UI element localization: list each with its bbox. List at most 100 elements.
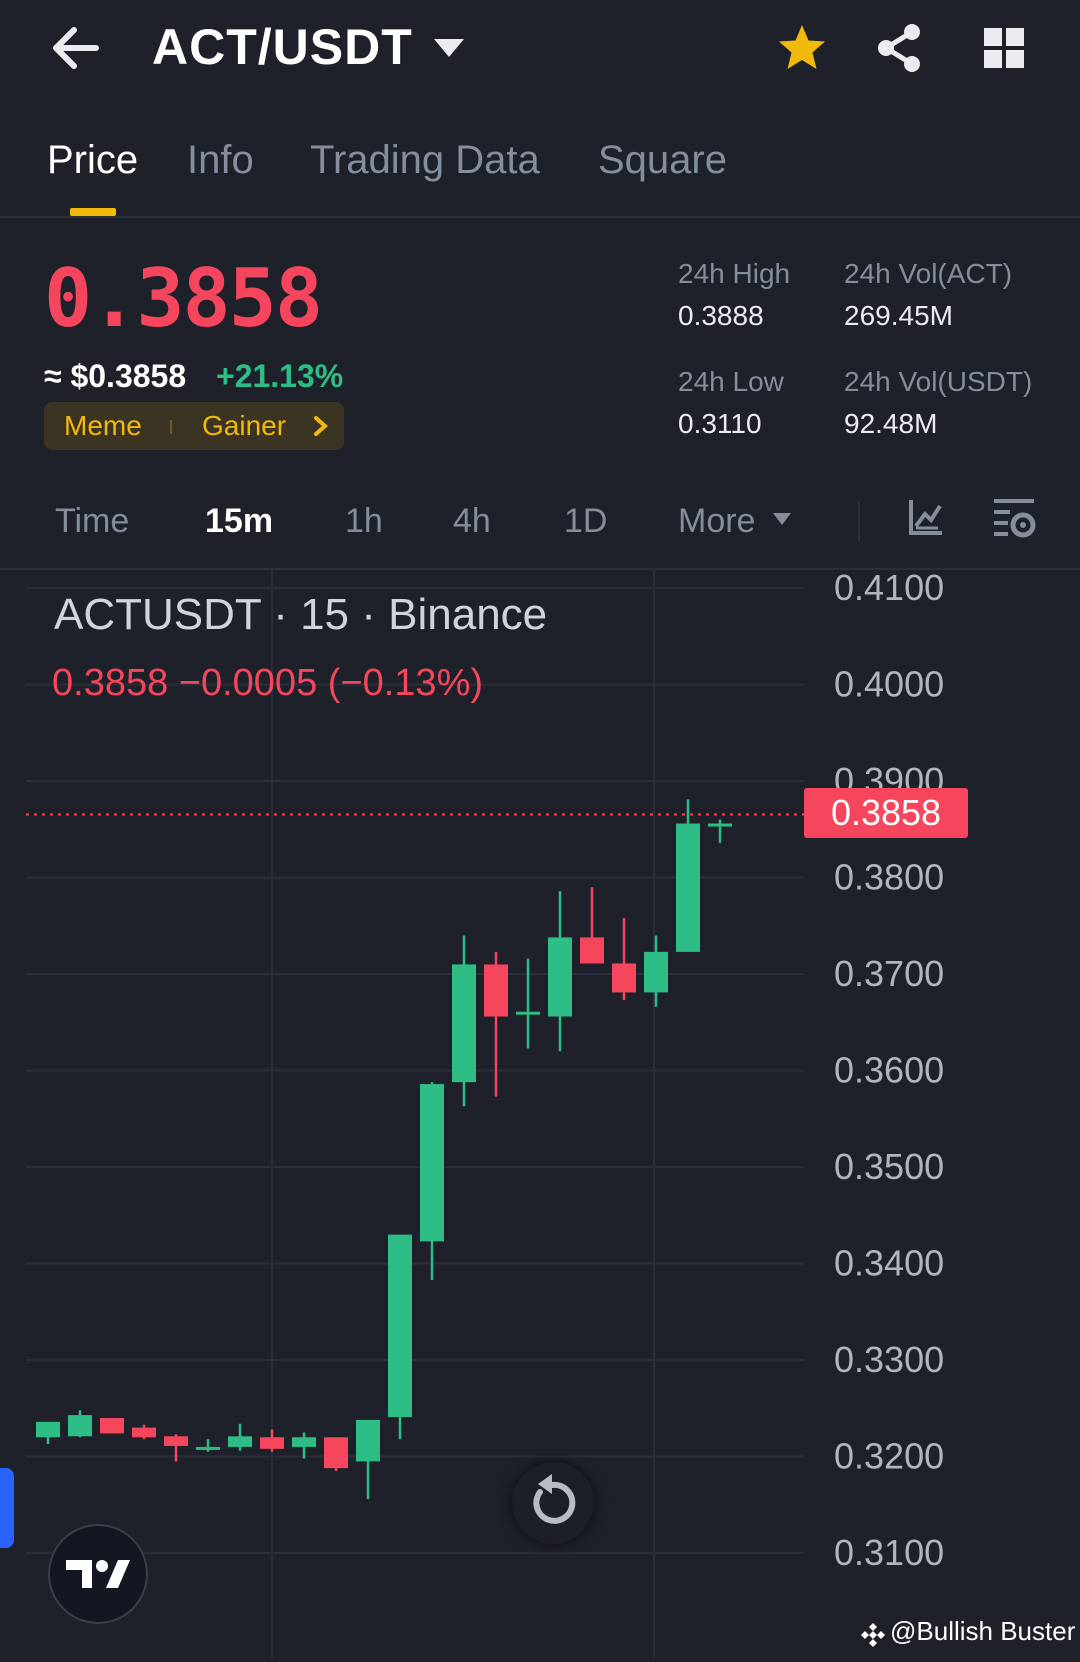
back-arrow-icon[interactable] (48, 22, 104, 74)
candle[interactable] (164, 1434, 188, 1462)
candle-body (612, 963, 636, 993)
stat-24h-vol-act-value: 269.45M (844, 300, 953, 331)
tab-trading-data[interactable]: Trading Data (310, 138, 540, 182)
candle-body (388, 1234, 412, 1418)
candle-body (36, 1421, 60, 1438)
candlestick-chart[interactable]: 0.4100 0.4000 0.3900 0.3800 0.3700 0.3600 0.35… (0, 567, 1080, 1658)
active-tab-indicator (70, 208, 116, 216)
tradingview-logo-icon (66, 1560, 130, 1588)
candle-body (356, 1419, 380, 1462)
stat-24h-low-value: 0.3110 (678, 408, 762, 439)
candle[interactable] (420, 1082, 444, 1280)
indicator-icon[interactable] (908, 498, 944, 536)
tags-chip[interactable]: Meme Gainer (44, 402, 344, 450)
candle[interactable] (324, 1437, 348, 1472)
tag-gainer[interactable]: Gainer (202, 410, 287, 441)
y-tick-label: 0.3200 (834, 1436, 944, 1477)
y-tick-label: 0.3600 (834, 1050, 944, 1091)
candle-body (324, 1437, 348, 1469)
reset-chart-button[interactable] (512, 1462, 594, 1544)
candle[interactable] (260, 1429, 284, 1452)
interval-1d[interactable]: 1D (564, 502, 608, 540)
tab-price[interactable]: Price (47, 138, 139, 182)
candle-body (484, 964, 508, 1017)
interval-1h[interactable]: 1h (345, 502, 383, 540)
candle-body (100, 1417, 124, 1434)
candle[interactable] (484, 951, 508, 1097)
candle[interactable] (68, 1410, 92, 1438)
candle-body (580, 937, 604, 964)
candle-body (452, 964, 476, 1083)
last-price-tag: 0.3858 (804, 788, 968, 838)
candle-body (132, 1427, 156, 1438)
chevron-right-icon[interactable] (312, 414, 330, 438)
candle[interactable] (196, 1439, 220, 1452)
stat-24h-low-label: 24h Low (678, 366, 784, 397)
candle[interactable] (452, 935, 476, 1107)
top-bar: ACT/USDT (0, 0, 1080, 100)
candle-body (228, 1436, 252, 1447)
chart-settings-icon[interactable] (992, 496, 1036, 540)
tradingview-logo (48, 1524, 148, 1624)
interval-4h[interactable]: 4h (453, 502, 491, 540)
candle[interactable] (132, 1424, 156, 1440)
y-tick-label: 0.3300 (834, 1339, 944, 1380)
candle-body (644, 951, 668, 993)
side-panel-toggle[interactable] (0, 1468, 14, 1548)
candle-body (260, 1437, 284, 1449)
candle-body (196, 1446, 220, 1450)
chevron-down-icon[interactable] (772, 512, 792, 526)
candle-body (516, 1011, 540, 1015)
candle[interactable] (548, 891, 572, 1052)
candle[interactable] (228, 1423, 252, 1451)
interval-divider (858, 502, 860, 542)
interval-time[interactable]: Time (55, 502, 130, 540)
candle[interactable] (580, 887, 604, 964)
stat-24h-high-label: 24h High (678, 258, 791, 289)
tab-square[interactable]: Square (598, 138, 727, 182)
candle-body (164, 1436, 188, 1446)
candle[interactable] (644, 935, 668, 1007)
share-icon[interactable] (874, 22, 924, 74)
interval-15m[interactable]: 15m (205, 502, 274, 540)
candle[interactable] (356, 1419, 380, 1500)
refresh-icon[interactable] (512, 1462, 594, 1544)
fiat-price: ≈ $0.3858 (44, 358, 187, 394)
candle-body (676, 823, 700, 952)
candle-body (68, 1415, 92, 1437)
y-tick-label: 0.3400 (834, 1243, 944, 1284)
candle-body (292, 1437, 316, 1447)
last-price: 0.3858 (44, 252, 323, 345)
candle[interactable] (100, 1417, 124, 1434)
stat-24h-vol-usdt-label: 24h Vol(USDT) (844, 366, 1033, 397)
price-change-percent: +21.13% (216, 358, 344, 394)
candle[interactable] (612, 918, 636, 1001)
grid-icon[interactable] (982, 26, 1026, 70)
y-tick-label: 0.3500 (834, 1146, 944, 1187)
candle[interactable] (708, 819, 732, 843)
candle[interactable] (516, 958, 540, 1049)
stat-24h-vol-act-label: 24h Vol(ACT) (844, 258, 1013, 289)
tab-info[interactable]: Info (187, 138, 254, 182)
candle[interactable] (292, 1432, 316, 1459)
y-tick-label: 0.3800 (834, 857, 944, 898)
candle-body (548, 937, 572, 1017)
y-tick-label: 0.4000 (834, 664, 944, 705)
stat-24h-vol-usdt-value: 92.48M (844, 408, 938, 439)
tag-meme[interactable]: Meme (64, 410, 142, 441)
binance-logo-icon (861, 1623, 885, 1647)
interval-more[interactable]: More (678, 502, 756, 540)
candle[interactable] (388, 1234, 412, 1440)
chart-legend-ohlc: 0.3858 −0.0005 (−0.13%) (52, 662, 484, 704)
chevron-down-icon[interactable] (432, 36, 466, 60)
pair-title[interactable]: ACT/USDT (152, 19, 413, 75)
y-tick-label: 0.3700 (834, 953, 944, 994)
candle[interactable] (36, 1421, 60, 1445)
tag-divider (170, 420, 172, 434)
interval-bar: Time 15m 1h 4h 1D More (0, 490, 1080, 570)
candle[interactable] (676, 799, 700, 952)
watermark: @Bullish Buster (890, 1616, 1076, 1646)
star-icon[interactable] (776, 22, 828, 74)
chart-legend-title: ACTUSDT · 15 · Binance (54, 590, 548, 639)
chart-canvas[interactable]: 0.41000.40000.39000.38000.37000.36000.35… (0, 567, 1080, 1658)
